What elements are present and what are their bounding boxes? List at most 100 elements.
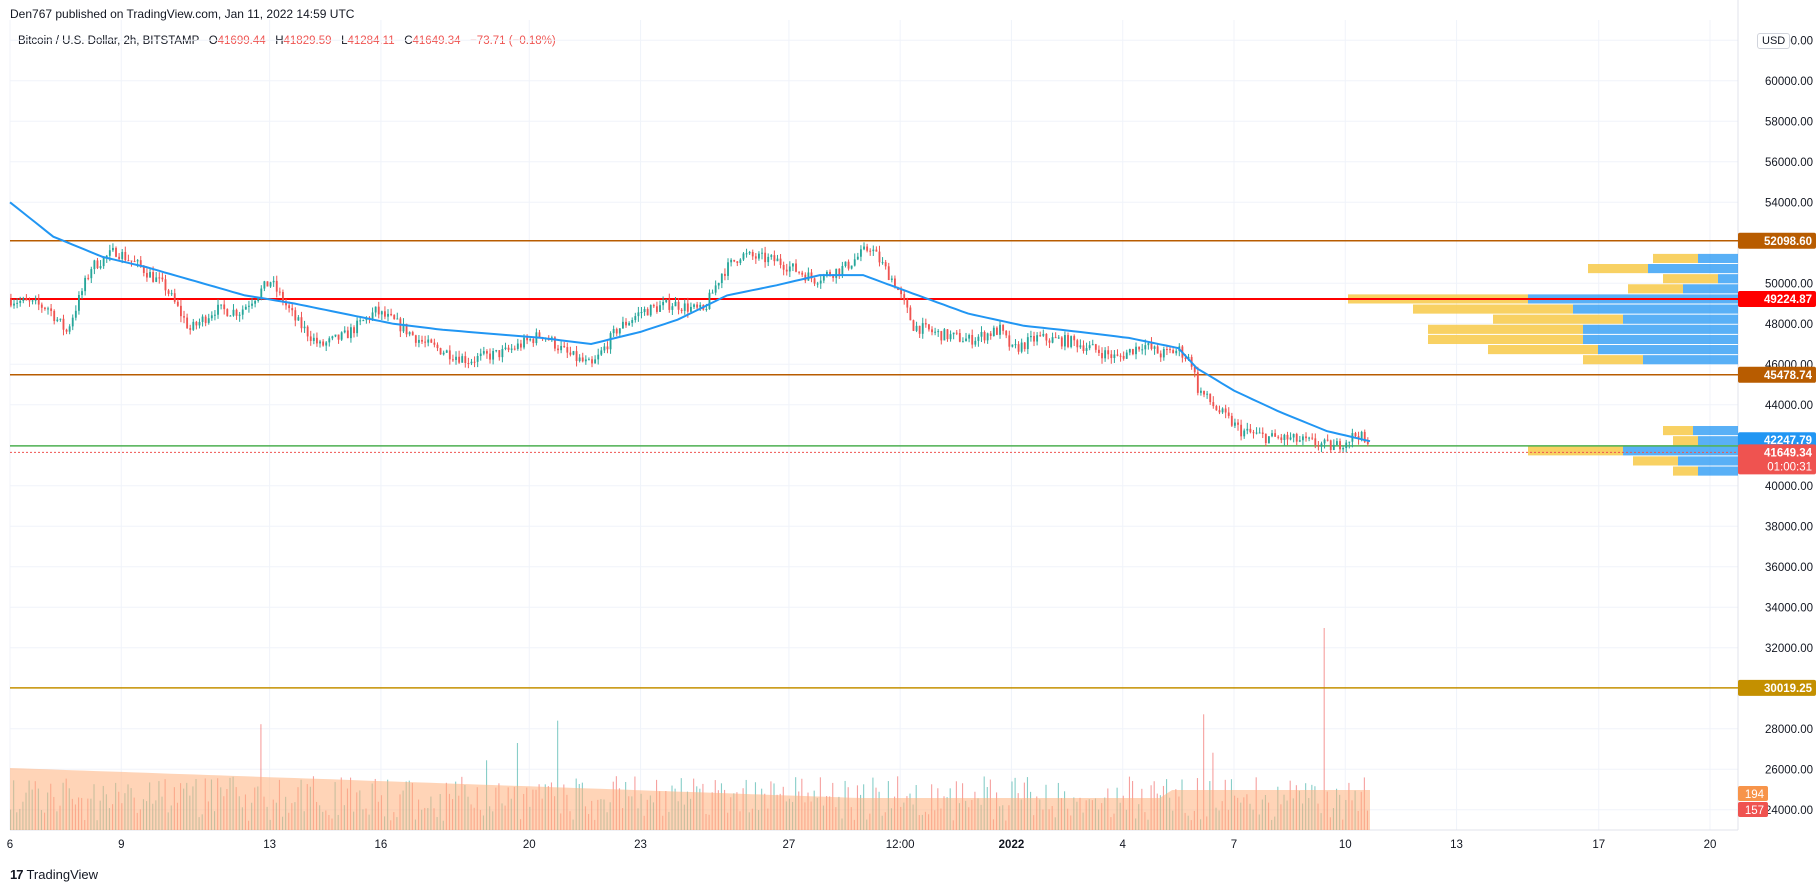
candle-body — [78, 295, 80, 311]
candle-body — [377, 306, 380, 315]
candle-body — [418, 339, 420, 343]
candle-body — [529, 339, 532, 341]
candle-body — [1125, 352, 1128, 359]
y-tick-label: 24000.00 — [1765, 805, 1813, 817]
x-tick-label: 13 — [1450, 839, 1463, 851]
candle-body — [1314, 438, 1317, 445]
candle-body — [1255, 432, 1258, 434]
candle-body — [1212, 402, 1215, 407]
candle-body — [989, 333, 992, 337]
profile-up-6 — [1493, 314, 1623, 324]
profile-down-8 — [1583, 334, 1738, 345]
candle-body — [139, 260, 142, 267]
candle-body — [640, 312, 643, 314]
candle-body — [353, 327, 355, 334]
candle-body — [1317, 444, 1320, 447]
candle-body — [1141, 349, 1144, 351]
candle-body — [1332, 444, 1335, 451]
candle-body — [458, 356, 461, 363]
level-45478-label-bg — [1738, 366, 1816, 383]
candle-body — [996, 327, 998, 335]
candle-body — [1017, 344, 1020, 352]
candle-body — [974, 340, 977, 345]
profile-down-0 — [1698, 253, 1738, 264]
candle-body — [1277, 436, 1280, 438]
candle-body — [167, 290, 170, 294]
candle-body — [124, 251, 127, 261]
candle-body — [1215, 406, 1218, 411]
candle-body — [872, 249, 875, 252]
open-value: 41699.44 — [217, 35, 266, 47]
candle-body — [380, 311, 383, 315]
candle-body — [44, 307, 46, 309]
candle-body — [832, 275, 835, 278]
horizontal-levels[interactable] — [10, 240, 1738, 689]
currency-badge[interactable]: USD — [1757, 33, 1791, 49]
profile-down-12 — [1698, 436, 1738, 446]
candle-body — [31, 300, 34, 302]
candle-body — [492, 350, 495, 360]
candle-body — [220, 304, 223, 306]
profile-down-11 — [1693, 426, 1738, 436]
candle-body — [180, 305, 182, 317]
candle-body — [1221, 408, 1224, 413]
candle-body — [1107, 350, 1110, 355]
close-value: 41649.34 — [412, 35, 461, 47]
candle-body — [201, 316, 204, 322]
candle-body — [53, 310, 56, 322]
candle-body — [711, 292, 714, 294]
candle-body — [588, 359, 590, 361]
candle-body — [1113, 354, 1116, 359]
volume-bar — [1323, 628, 1325, 830]
profile-down-14 — [1678, 456, 1738, 466]
profile-down-7 — [1583, 324, 1738, 334]
candle-body — [1144, 345, 1147, 350]
candle-body — [838, 268, 841, 275]
grid-lines — [9, 0, 1739, 831]
level-49224-label: 49224.87 — [1764, 294, 1812, 306]
candle-body — [1363, 431, 1366, 442]
tradingview-logo[interactable]: 17 TradingView — [10, 867, 98, 882]
candle-body — [149, 272, 151, 278]
profile-down-3 — [1683, 284, 1738, 294]
candle-body — [1067, 335, 1069, 347]
candle-body — [875, 249, 878, 252]
candle-body — [1042, 333, 1045, 336]
symbol-name[interactable]: Bitcoin / U.S. Dollar, 2h, BITSTAMP — [18, 35, 200, 47]
candle-body — [99, 266, 102, 269]
candle-body — [204, 316, 207, 323]
candle-body — [788, 266, 791, 272]
x-tick-label: 2022 — [999, 839, 1025, 851]
candle-body — [390, 313, 393, 316]
candle-body — [1036, 335, 1039, 342]
candle-body — [912, 320, 915, 331]
candle-body — [1162, 349, 1165, 358]
volume-ma-area — [10, 768, 1370, 830]
candle-body — [244, 306, 247, 310]
candle-body — [1104, 350, 1107, 359]
profile-up-10 — [1583, 355, 1643, 365]
candle-body — [1292, 434, 1295, 438]
candle-body — [1203, 390, 1205, 395]
price-axis[interactable]: 62000.0060000.0058000.0056000.0054000.00… — [1765, 35, 1813, 817]
candle-body — [690, 306, 692, 312]
candle-body — [727, 262, 729, 276]
candle-body — [615, 329, 618, 334]
time-axis[interactable]: 6 9 13 16 20 23 27 12:00 2022 4 7 10 13 17 20 — [7, 839, 1717, 851]
candle-body — [136, 260, 139, 262]
candle-body — [866, 246, 869, 251]
profile-up-9 — [1488, 345, 1598, 355]
candle-body — [523, 337, 525, 348]
candle-body — [504, 347, 507, 349]
candle-body — [470, 361, 473, 364]
candle-body — [223, 304, 226, 310]
candle-body — [59, 318, 62, 320]
candle-body — [1345, 442, 1348, 449]
candle-body — [1116, 354, 1119, 356]
close-label: C — [404, 35, 413, 47]
x-tick-label: 16 — [375, 839, 388, 851]
y-tick-label: 56000.00 — [1765, 157, 1813, 169]
y-tick-label: 54000.00 — [1765, 197, 1813, 209]
candle-body — [921, 323, 924, 334]
